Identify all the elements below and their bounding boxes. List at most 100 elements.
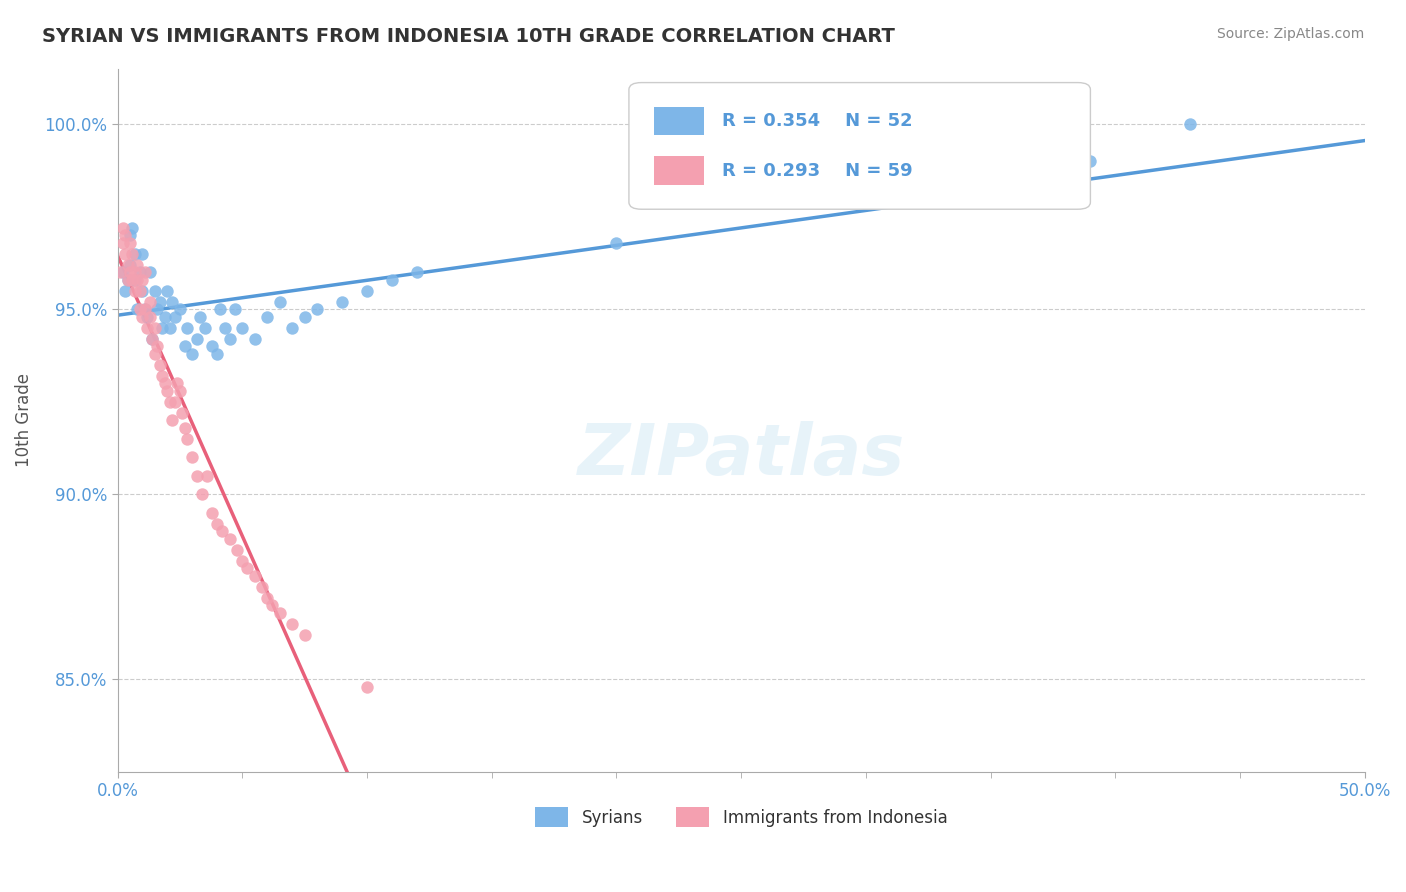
Point bbox=[381, 272, 404, 286]
Point bbox=[269, 294, 291, 309]
Point bbox=[136, 320, 159, 334]
Point bbox=[250, 580, 273, 594]
Legend: Syrians, Immigrants from Indonesia: Syrians, Immigrants from Indonesia bbox=[529, 800, 955, 834]
Point bbox=[218, 532, 240, 546]
Point bbox=[243, 332, 266, 346]
Point bbox=[114, 284, 136, 298]
Point bbox=[134, 302, 156, 317]
Point bbox=[153, 376, 176, 391]
Point bbox=[117, 272, 139, 286]
Point bbox=[256, 310, 278, 324]
Point bbox=[281, 320, 304, 334]
Text: SYRIAN VS IMMIGRANTS FROM INDONESIA 10TH GRADE CORRELATION CHART: SYRIAN VS IMMIGRANTS FROM INDONESIA 10TH… bbox=[42, 27, 896, 45]
Point bbox=[224, 302, 246, 317]
Point bbox=[118, 265, 141, 279]
Point bbox=[605, 235, 627, 250]
Point bbox=[118, 258, 141, 272]
Point bbox=[108, 265, 131, 279]
Point bbox=[139, 294, 162, 309]
Point bbox=[231, 554, 253, 568]
Point bbox=[1080, 154, 1102, 169]
Point bbox=[114, 228, 136, 243]
Point bbox=[211, 524, 233, 539]
Point bbox=[124, 272, 146, 286]
Point bbox=[243, 569, 266, 583]
Point bbox=[118, 235, 141, 250]
Point bbox=[195, 468, 218, 483]
Point bbox=[129, 265, 152, 279]
Point bbox=[218, 332, 240, 346]
Point bbox=[330, 294, 353, 309]
Point bbox=[141, 332, 163, 346]
Point bbox=[356, 680, 378, 694]
Bar bbox=[654, 156, 704, 185]
FancyBboxPatch shape bbox=[628, 83, 1091, 210]
Point bbox=[269, 606, 291, 620]
Point bbox=[117, 258, 139, 272]
Point bbox=[152, 320, 174, 334]
Point bbox=[294, 628, 316, 642]
Point bbox=[201, 339, 224, 353]
Point bbox=[127, 258, 149, 272]
Point bbox=[118, 228, 141, 243]
Point bbox=[214, 320, 236, 334]
Point bbox=[149, 294, 172, 309]
Point bbox=[207, 516, 229, 531]
Point bbox=[181, 450, 204, 465]
Text: R = 0.354    N = 52: R = 0.354 N = 52 bbox=[723, 112, 912, 130]
Point bbox=[127, 302, 149, 317]
Point bbox=[207, 346, 229, 360]
Point bbox=[163, 310, 186, 324]
Point bbox=[156, 384, 179, 398]
Point bbox=[136, 310, 159, 324]
Point bbox=[405, 265, 427, 279]
Point bbox=[356, 284, 378, 298]
Point bbox=[163, 394, 186, 409]
Point bbox=[117, 272, 139, 286]
Point bbox=[262, 599, 284, 613]
Point bbox=[231, 320, 253, 334]
Point bbox=[143, 284, 166, 298]
Point bbox=[141, 332, 163, 346]
Point bbox=[111, 235, 134, 250]
Point bbox=[124, 265, 146, 279]
Point bbox=[208, 302, 231, 317]
Point bbox=[169, 302, 191, 317]
Point bbox=[149, 358, 172, 372]
Point bbox=[281, 616, 304, 631]
Point bbox=[159, 394, 181, 409]
Point bbox=[143, 346, 166, 360]
Point bbox=[307, 302, 329, 317]
Point bbox=[173, 339, 195, 353]
Point bbox=[139, 265, 162, 279]
Point bbox=[201, 506, 224, 520]
Point bbox=[121, 246, 143, 260]
Point bbox=[176, 320, 198, 334]
Point bbox=[176, 432, 198, 446]
Point bbox=[166, 376, 188, 391]
Point bbox=[172, 406, 194, 420]
Point bbox=[181, 346, 204, 360]
Point bbox=[186, 468, 208, 483]
Point bbox=[194, 320, 217, 334]
Point bbox=[111, 220, 134, 235]
Point bbox=[114, 246, 136, 260]
Point bbox=[134, 265, 156, 279]
Point bbox=[294, 310, 316, 324]
Point bbox=[124, 284, 146, 298]
Y-axis label: 10th Grade: 10th Grade bbox=[15, 373, 32, 467]
Point bbox=[152, 368, 174, 383]
Point bbox=[134, 302, 156, 317]
Point bbox=[173, 420, 195, 434]
Point bbox=[156, 284, 179, 298]
Point bbox=[146, 302, 169, 317]
Point bbox=[226, 542, 249, 557]
Point bbox=[191, 487, 214, 501]
Text: ZIPatlas: ZIPatlas bbox=[578, 421, 905, 490]
Point bbox=[121, 220, 143, 235]
Point bbox=[169, 384, 191, 398]
Point bbox=[146, 339, 169, 353]
Point bbox=[131, 246, 153, 260]
Point bbox=[162, 294, 184, 309]
Point bbox=[111, 265, 134, 279]
